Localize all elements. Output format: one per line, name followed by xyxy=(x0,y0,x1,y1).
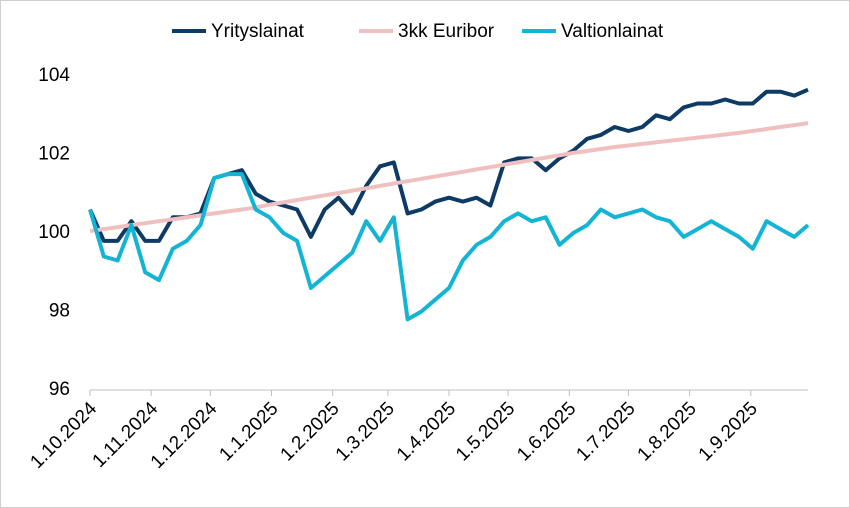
legend-label: 3kk Euribor xyxy=(398,21,495,42)
y-tick-label: 102 xyxy=(38,144,70,165)
series-line xyxy=(88,172,810,322)
legend-label: Yrityslainat xyxy=(211,21,305,42)
y-tick-label: 100 xyxy=(38,222,70,243)
series-line xyxy=(89,121,809,233)
y-tick-label: 104 xyxy=(38,65,70,86)
y-tick-label: 98 xyxy=(49,301,70,322)
y-tick-label: 96 xyxy=(49,379,70,400)
legend-label: Valtionlainat xyxy=(561,21,664,42)
